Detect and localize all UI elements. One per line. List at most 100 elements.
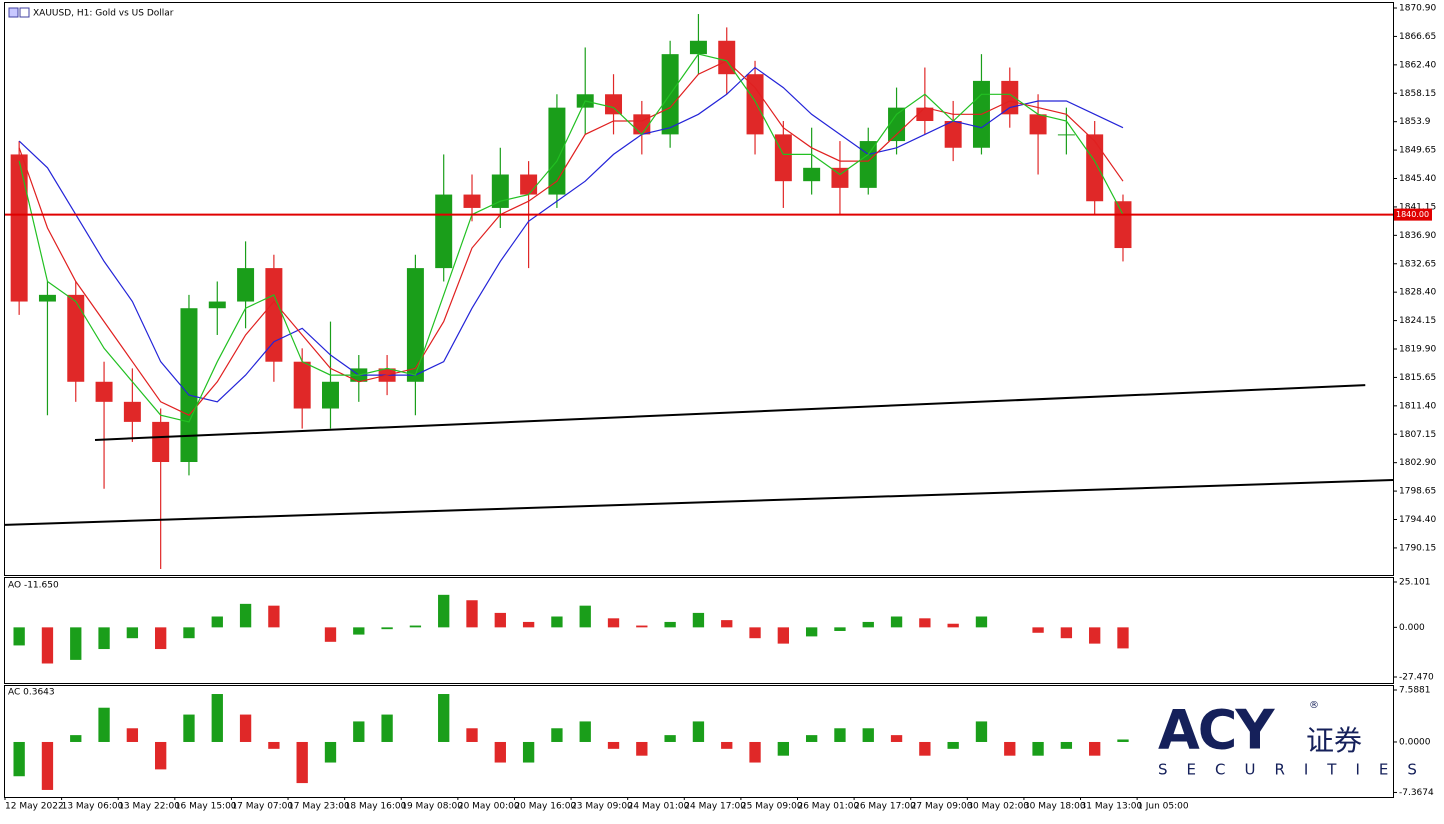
y-tick-label: 1802.90 bbox=[1399, 458, 1436, 468]
y-tick-label: 1862.40 bbox=[1399, 60, 1436, 70]
histogram-bar bbox=[579, 721, 591, 742]
x-tick-label: 30 May 02:00 bbox=[967, 802, 1029, 812]
histogram-bar bbox=[636, 625, 648, 628]
histogram-bar bbox=[211, 694, 223, 742]
histogram-bar bbox=[155, 627, 167, 650]
candle-body bbox=[237, 268, 255, 302]
histogram-bar bbox=[551, 616, 563, 628]
candle-body bbox=[293, 361, 311, 409]
histogram-bar bbox=[862, 728, 874, 742]
y-tick-label: 1832.65 bbox=[1399, 259, 1436, 269]
ac-title: AC 0.3643 bbox=[8, 688, 55, 698]
y-tick-label: 1845.40 bbox=[1399, 174, 1436, 184]
candle-body bbox=[633, 114, 651, 135]
candle-body bbox=[491, 174, 509, 208]
x-tick-label: 20 May 16:00 bbox=[514, 802, 576, 812]
candle-body bbox=[944, 121, 962, 148]
histogram-bar bbox=[522, 741, 535, 763]
histogram-bar bbox=[636, 741, 648, 756]
x-tick-label: 25 May 09:00 bbox=[741, 802, 803, 812]
y-tick-label: 1870.90 bbox=[1399, 4, 1436, 14]
candle-body bbox=[803, 167, 821, 182]
y-tick-label: -7.3674 bbox=[1399, 788, 1434, 798]
candle-body bbox=[1114, 201, 1132, 249]
histogram-bar bbox=[1060, 627, 1073, 639]
moving-average bbox=[18, 60, 1124, 416]
x-tick-label: 30 May 18:00 bbox=[1024, 802, 1086, 812]
histogram-bar bbox=[522, 621, 535, 628]
y-tick-label: 1790.15 bbox=[1399, 543, 1436, 553]
x-tick-label: 19 May 08:00 bbox=[401, 802, 463, 812]
histogram-bar bbox=[494, 612, 506, 628]
x-tick-label: 26 May 17:00 bbox=[854, 802, 916, 812]
ao-panel bbox=[4, 577, 1394, 684]
y-tick-label: 7.5881 bbox=[1399, 685, 1431, 695]
histogram-bar bbox=[777, 741, 790, 756]
x-tick-label: 24 May 17:00 bbox=[684, 802, 746, 812]
y-tick-label: 1811.40 bbox=[1399, 401, 1436, 411]
x-tick-label: 27 May 09:00 bbox=[911, 802, 973, 812]
histogram-bar bbox=[579, 605, 591, 628]
histogram-bar bbox=[438, 594, 450, 628]
candle-body bbox=[152, 421, 170, 463]
y-tick-label: 0.0000 bbox=[1399, 737, 1431, 747]
histogram-bar bbox=[721, 620, 733, 628]
histogram-bar bbox=[155, 741, 167, 770]
candle-body bbox=[67, 294, 85, 382]
histogram-bar bbox=[890, 616, 903, 628]
candle-body bbox=[463, 194, 481, 208]
y-tick-label: 1807.15 bbox=[1399, 430, 1436, 440]
y-tick-label: 1836.90 bbox=[1399, 231, 1436, 241]
candle-body bbox=[605, 94, 623, 115]
histogram-bar bbox=[466, 600, 478, 628]
y-tick-label: 1794.40 bbox=[1399, 515, 1436, 525]
histogram-bar bbox=[805, 627, 818, 637]
histogram-bar bbox=[749, 627, 761, 639]
candle-body bbox=[10, 154, 28, 302]
moving-average bbox=[18, 53, 1124, 423]
histogram-bar bbox=[749, 741, 761, 763]
candle-body bbox=[123, 401, 141, 422]
histogram-bar bbox=[409, 625, 422, 628]
histogram-bar bbox=[947, 623, 959, 628]
histogram-bar bbox=[324, 627, 337, 642]
candle-body bbox=[265, 268, 283, 362]
x-tick-label: 18 May 16:00 bbox=[345, 802, 407, 812]
candle-body bbox=[859, 141, 877, 188]
histogram-bar bbox=[664, 735, 676, 742]
symbol-icon bbox=[19, 7, 30, 18]
logo-sub: SECURITIES bbox=[1158, 761, 1436, 779]
y-tick-label: 0.000 bbox=[1399, 623, 1425, 633]
candle-body bbox=[95, 381, 113, 402]
x-tick-label: 23 May 09:00 bbox=[571, 802, 633, 812]
histogram-bar bbox=[126, 627, 139, 639]
x-tick-label: 12 May 2022 bbox=[5, 802, 64, 812]
main-panel bbox=[4, 2, 1394, 576]
candle-body bbox=[774, 134, 792, 182]
histogram-bar bbox=[466, 728, 478, 742]
candle-body bbox=[38, 294, 56, 302]
histogram-bar bbox=[692, 612, 705, 628]
x-tick-label: 13 May 06:00 bbox=[62, 802, 124, 812]
chart-title: XAUUSD, H1: Gold vs US Dollar bbox=[33, 9, 174, 19]
histogram-bar bbox=[126, 728, 139, 742]
y-tick-label: 25.101 bbox=[1399, 577, 1431, 587]
histogram-bar bbox=[70, 735, 82, 742]
candle-body bbox=[321, 381, 339, 409]
histogram-bar bbox=[721, 741, 733, 749]
candle-body bbox=[520, 174, 538, 195]
histogram-bar bbox=[381, 714, 393, 742]
candle-body bbox=[888, 107, 906, 142]
histogram-bar bbox=[777, 627, 790, 644]
y-tick-label: 1858.15 bbox=[1399, 89, 1436, 99]
histogram-bar bbox=[183, 627, 195, 639]
x-tick-label: 24 May 01:00 bbox=[628, 802, 690, 812]
histogram-bar bbox=[268, 605, 280, 628]
histogram-bar bbox=[1004, 741, 1016, 756]
x-tick-label: 1 Jun 05:00 bbox=[1137, 802, 1189, 812]
histogram-bar bbox=[98, 707, 110, 742]
y-tick-label: 1866.65 bbox=[1399, 32, 1436, 42]
x-tick-label: 26 May 01:00 bbox=[797, 802, 859, 812]
logo: ACY 证券 ® SECURITIES bbox=[1158, 699, 1436, 779]
x-tick-label: 16 May 15:00 bbox=[175, 802, 237, 812]
